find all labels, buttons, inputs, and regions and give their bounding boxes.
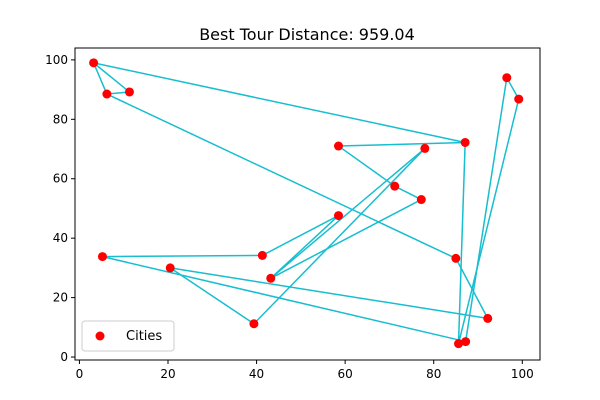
x-axis-ticks: 0 20 40 60 80 100	[76, 360, 534, 381]
city-point	[249, 319, 259, 329]
city-point	[483, 313, 493, 323]
city-point	[97, 252, 107, 262]
tour-segment	[169, 267, 255, 325]
plot-frame	[74, 47, 541, 361]
tour-segment	[261, 214, 339, 257]
city-point	[257, 250, 267, 260]
tour-segment	[270, 198, 422, 279]
tour-segment	[457, 142, 466, 344]
city-point	[102, 89, 112, 99]
city-point	[334, 141, 343, 151]
y-tick-label: 0	[60, 350, 68, 364]
y-axis-ticks: 0 20 40 60 80 100	[45, 53, 75, 364]
legend: Cities	[81, 320, 175, 352]
chart-title: Best Tour Distance: 959.04	[199, 25, 415, 44]
x-tick-label: 60	[338, 367, 353, 381]
x-tick-label: 20	[160, 367, 175, 381]
tour-segment	[338, 145, 396, 187]
tour-segment	[457, 98, 520, 344]
city-point	[514, 94, 524, 104]
tour-segment	[93, 62, 466, 144]
x-tick-label: 0	[76, 367, 84, 381]
y-tick-label: 60	[53, 172, 68, 186]
legend-label-cities: Cities	[126, 329, 162, 344]
city-point	[461, 337, 471, 347]
x-tick-label: 40	[249, 367, 264, 381]
tour-segment	[106, 93, 457, 260]
tour-segment	[338, 141, 466, 147]
y-tick-label: 40	[53, 231, 68, 245]
tour-segment	[93, 62, 130, 93]
city-point	[451, 253, 461, 263]
city-point	[390, 181, 400, 191]
y-tick-label: 20	[53, 291, 68, 305]
city-point	[454, 339, 464, 349]
tour-path	[92, 62, 520, 344]
y-tick-label: 100	[45, 53, 68, 67]
city-point	[416, 195, 426, 205]
city-point	[334, 211, 343, 221]
tour-segment	[464, 77, 508, 342]
city-point	[165, 263, 175, 273]
tour-segment	[92, 62, 108, 95]
tour-segment	[270, 147, 426, 279]
x-tick-label: 100	[511, 367, 534, 381]
tour-segment	[455, 258, 489, 319]
tour-segment	[253, 147, 426, 325]
city-point	[460, 137, 470, 147]
city-point	[266, 273, 276, 283]
city-point	[124, 87, 134, 97]
legend-box	[81, 320, 175, 352]
tour-segment	[102, 255, 466, 343]
tour-segment	[170, 267, 488, 320]
city-point	[502, 73, 512, 83]
city-point	[420, 143, 430, 153]
city-point	[89, 58, 99, 68]
y-tick-label: 80	[53, 112, 68, 126]
legend-marker	[95, 331, 105, 341]
city-points	[89, 58, 524, 349]
tour-segment	[102, 254, 263, 258]
tour-segment	[394, 185, 422, 201]
x-tick-label: 80	[426, 367, 441, 381]
